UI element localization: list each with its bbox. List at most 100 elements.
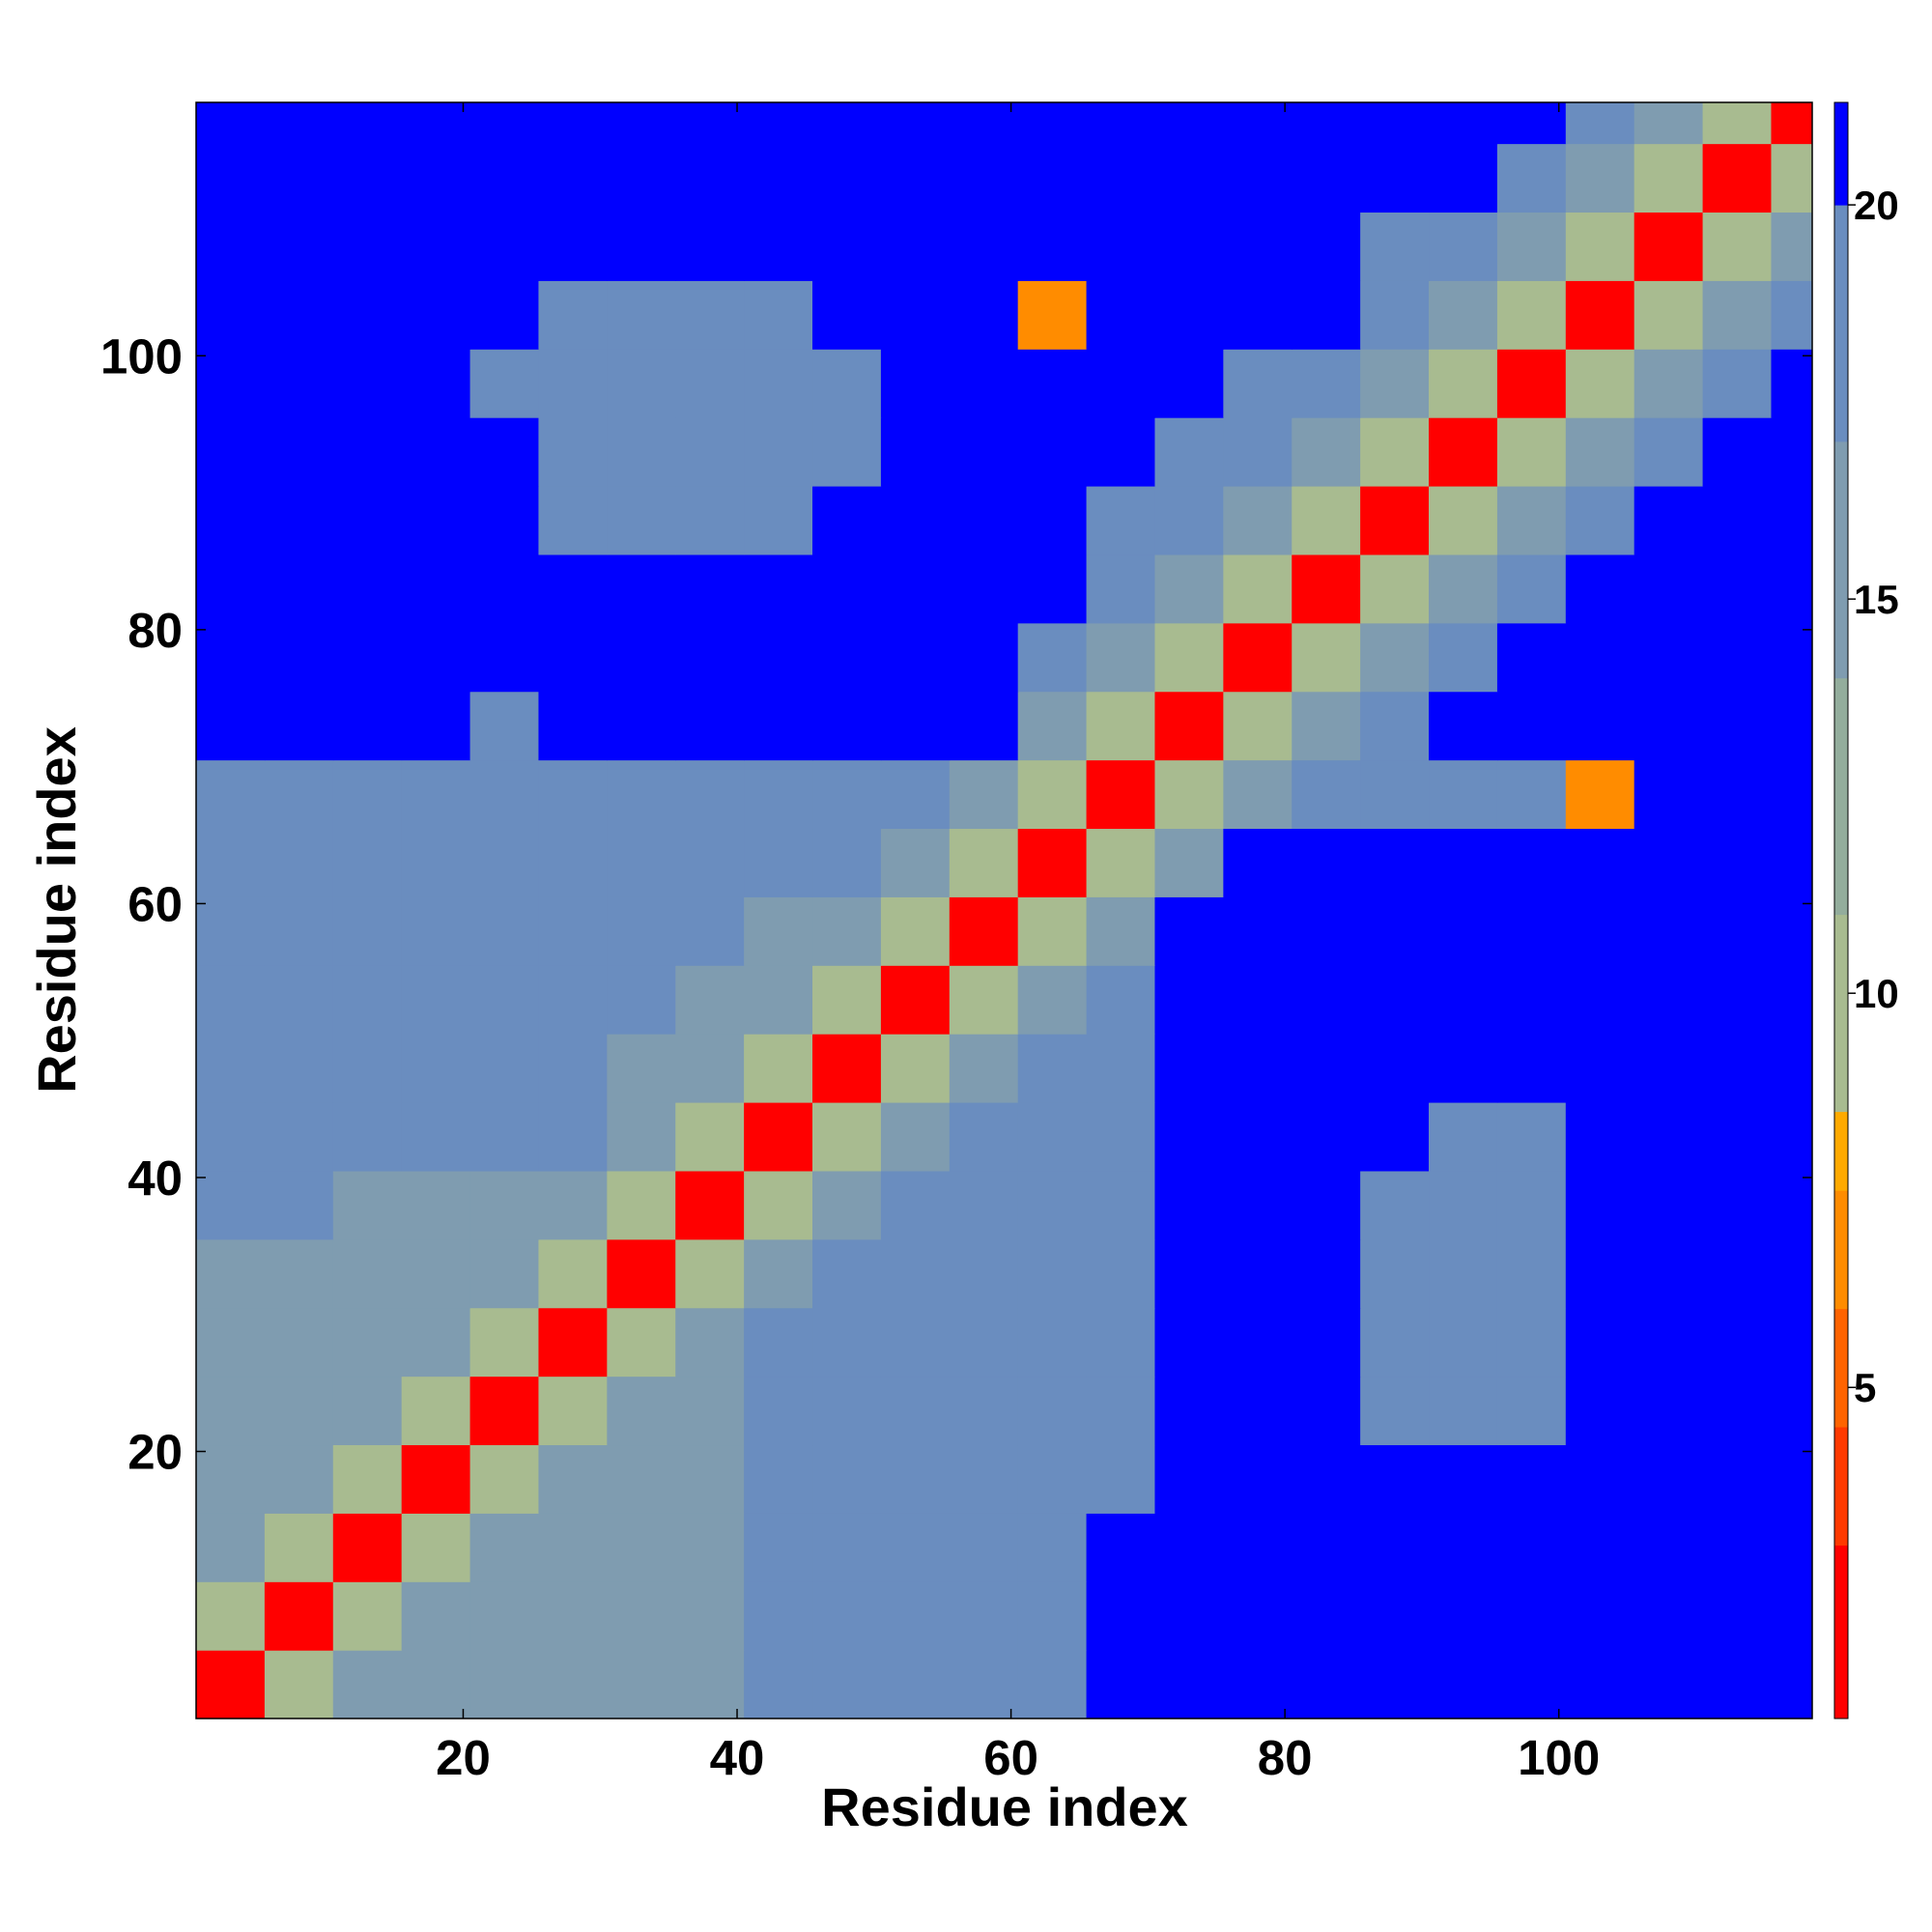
heatmap-cell — [1360, 896, 1430, 966]
heatmap-cell — [401, 896, 471, 966]
heatmap-cell — [607, 1581, 676, 1651]
heatmap-cell — [1771, 1101, 1812, 1172]
y-tick-label: 60 — [128, 876, 183, 931]
heatmap-cell — [1086, 1307, 1156, 1378]
heatmap-cell — [264, 1034, 334, 1103]
y-tick-label: 80 — [128, 603, 183, 658]
heatmap-cell — [1223, 759, 1293, 830]
heatmap-cell — [812, 485, 882, 555]
y-tick-label: 100 — [100, 328, 183, 384]
heatmap-cell — [1634, 1238, 1704, 1309]
heatmap-cell — [744, 1513, 813, 1582]
heatmap-cell — [1223, 349, 1293, 418]
heatmap-cell — [1771, 1581, 1812, 1651]
heatmap-cell — [1771, 1376, 1812, 1446]
heatmap-cell — [538, 485, 608, 555]
heatmap-cell — [469, 1444, 540, 1514]
heatmap-cell — [1154, 280, 1224, 350]
heatmap-cell — [1565, 896, 1635, 966]
heatmap-cell — [264, 102, 334, 145]
heatmap-cell — [1086, 212, 1156, 281]
heatmap-cell — [812, 1650, 882, 1719]
heatmap-cell — [1702, 349, 1773, 418]
heatmap-cell — [401, 212, 471, 281]
heatmap-cell — [538, 1307, 608, 1378]
heatmap-cell — [744, 485, 813, 555]
heatmap-cell — [949, 1170, 1019, 1240]
heatmap-cell — [196, 759, 266, 830]
heatmap-cell — [1565, 965, 1635, 1035]
heatmap-cell — [332, 102, 403, 145]
heatmap-cell — [1634, 212, 1704, 281]
heatmap-cell — [332, 1444, 403, 1514]
heatmap-cell — [607, 1170, 676, 1240]
heatmap-cell — [401, 1238, 471, 1309]
heatmap-cell — [1771, 1170, 1812, 1240]
heatmap-cell — [1223, 1238, 1293, 1309]
heatmap-cell — [1086, 485, 1156, 555]
heatmap-cell — [744, 965, 813, 1035]
heatmap-cell — [1360, 143, 1430, 213]
heatmap-cell — [538, 554, 608, 624]
heatmap-cell — [1702, 102, 1773, 145]
heatmap-cell — [812, 965, 882, 1035]
heatmap-cell — [1017, 143, 1088, 213]
heatmap-cell — [1154, 1650, 1224, 1719]
heatmap-cell — [949, 1238, 1019, 1309]
heatmap-cell — [744, 1581, 813, 1651]
heatmap-cell — [469, 1307, 540, 1378]
y-tick-label: 40 — [128, 1151, 183, 1206]
heatmap-cell — [469, 280, 540, 350]
heatmap-cell — [469, 622, 540, 693]
x-tick-label: 80 — [1258, 1730, 1313, 1785]
heatmap-cell — [949, 896, 1019, 966]
heatmap-cell — [880, 1376, 951, 1446]
heatmap-cell — [1360, 622, 1430, 693]
heatmap-cell — [949, 1444, 1019, 1514]
heatmap-cell — [880, 485, 951, 555]
heatmap-cell — [1086, 691, 1156, 761]
heatmap-cell — [1223, 1307, 1293, 1378]
heatmap-cell — [1634, 1444, 1704, 1514]
heatmap-cell — [196, 417, 266, 487]
heatmap-cell — [1429, 759, 1498, 830]
heatmap-cell — [332, 1513, 403, 1582]
heatmap-cell — [744, 691, 813, 761]
heatmap-cell — [949, 759, 1019, 830]
heatmap-cell — [264, 1101, 334, 1172]
heatmap-cell — [1429, 102, 1498, 145]
heatmap-cell — [1017, 212, 1088, 281]
heatmap-cell — [607, 691, 676, 761]
heatmap-cell — [1634, 1034, 1704, 1103]
heatmap-cell — [196, 102, 266, 145]
heatmap-cell — [469, 1034, 540, 1103]
heatmap-cell — [1360, 1444, 1430, 1514]
heatmap-cell — [1017, 759, 1088, 830]
heatmap-cell — [607, 1376, 676, 1446]
heatmap-cell — [880, 896, 951, 966]
heatmap-cell — [1565, 1238, 1635, 1309]
plot-frame — [195, 101, 1813, 1719]
heatmap-cell — [332, 349, 403, 418]
heatmap-cell — [1496, 1307, 1567, 1378]
heatmap-cell — [812, 759, 882, 830]
heatmap-cell — [332, 212, 403, 281]
heatmap-cell — [196, 622, 266, 693]
heatmap-cell — [675, 1650, 745, 1719]
heatmap-cell — [1154, 1513, 1224, 1582]
heatmap-cell — [1017, 965, 1088, 1035]
heatmap-cell — [1017, 1513, 1088, 1582]
heatmap-cell — [1496, 691, 1567, 761]
heatmap-cell — [538, 691, 608, 761]
heatmap-cell — [1223, 1513, 1293, 1582]
heatmap-cell — [196, 828, 266, 897]
heatmap-cell — [1634, 1513, 1704, 1582]
heatmap-cell — [1154, 1238, 1224, 1309]
heatmap-cell — [1154, 622, 1224, 693]
heatmap-cell — [880, 1034, 951, 1103]
heatmap-cell — [332, 143, 403, 213]
heatmap-cell — [949, 1034, 1019, 1103]
heatmap-cell — [1017, 1101, 1088, 1172]
heatmap-cell — [1429, 1376, 1498, 1446]
heatmap-cell — [1154, 759, 1224, 830]
